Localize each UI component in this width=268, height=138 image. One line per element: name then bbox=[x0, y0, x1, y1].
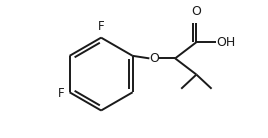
Text: O: O bbox=[191, 5, 201, 18]
Text: F: F bbox=[98, 20, 105, 33]
Text: OH: OH bbox=[216, 36, 235, 49]
Text: F: F bbox=[58, 87, 65, 100]
Text: O: O bbox=[149, 52, 159, 65]
